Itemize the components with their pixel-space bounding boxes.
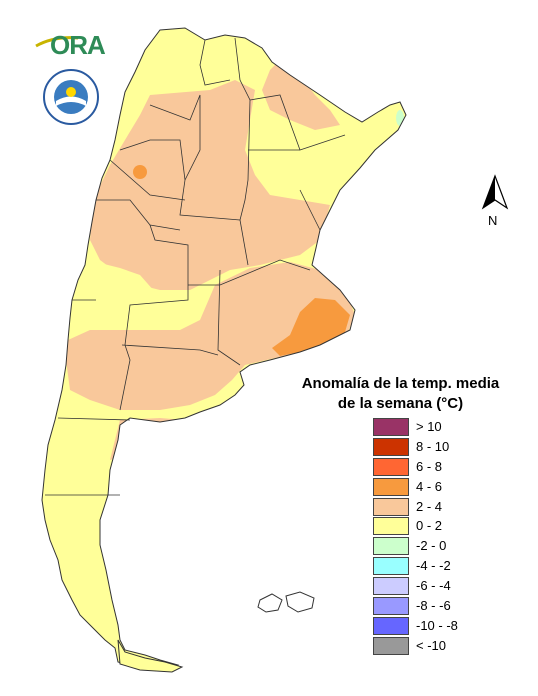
legend-swatch xyxy=(373,517,409,536)
legend-label: 2 - 4 xyxy=(416,498,443,514)
north-arrow-icon xyxy=(481,174,509,210)
legend-swatch xyxy=(373,418,409,436)
anomaly-spot-catamarca xyxy=(133,165,147,179)
legend-title-line2: de la semana (°C) xyxy=(337,395,464,412)
legend-swatch xyxy=(373,557,409,576)
legend-label: 4 - 6 xyxy=(416,478,443,494)
legend-swatch xyxy=(373,616,409,635)
legend-swatch xyxy=(373,497,409,516)
legend-swatch xyxy=(373,577,409,596)
tierra-del-fuego xyxy=(117,639,184,673)
legend-label: < -10 xyxy=(416,637,446,653)
legend-label: 0 - 2 xyxy=(416,518,443,534)
anomaly-spot-misiones xyxy=(396,110,404,126)
legend-label: -4 - -2 xyxy=(416,558,451,574)
anomaly-zone-cuyo xyxy=(72,262,155,322)
anomaly-zone-central xyxy=(66,262,355,410)
smn-seal-logo xyxy=(43,69,99,125)
anomaly-zone-buenos-aires xyxy=(272,298,350,356)
legend-title-line1: Anomalía de la temp. media xyxy=(301,375,500,392)
anomaly-zone-north xyxy=(90,80,330,290)
legend-label: > 10 xyxy=(416,419,442,434)
ora-logo-swoosh xyxy=(35,36,79,48)
legend-label: -10 - -8 xyxy=(416,617,458,633)
legend-swatch xyxy=(373,457,409,476)
anomaly-zone-misiones xyxy=(262,55,340,130)
legend-label: 6 - 8 xyxy=(416,458,443,474)
islas-malvinas xyxy=(257,591,315,613)
legend-label: 8 - 10 xyxy=(416,438,450,454)
province-borders xyxy=(45,37,346,496)
ora-logo-text: ORA xyxy=(50,30,106,60)
legend-swatch xyxy=(373,636,409,655)
legend-swatch xyxy=(373,537,409,556)
anomaly-layers xyxy=(66,55,404,460)
legend-label: -2 - 0 xyxy=(416,538,447,554)
legend-title: Anomalía de la temp. media de la semana … xyxy=(288,374,513,414)
north-label: N xyxy=(488,213,498,228)
legend-swatch xyxy=(373,437,409,456)
legend-label: -8 - -6 xyxy=(416,598,451,614)
legend-swatch xyxy=(373,597,409,616)
legend-swatch xyxy=(373,477,409,496)
legend-label: -6 - -4 xyxy=(416,578,451,594)
